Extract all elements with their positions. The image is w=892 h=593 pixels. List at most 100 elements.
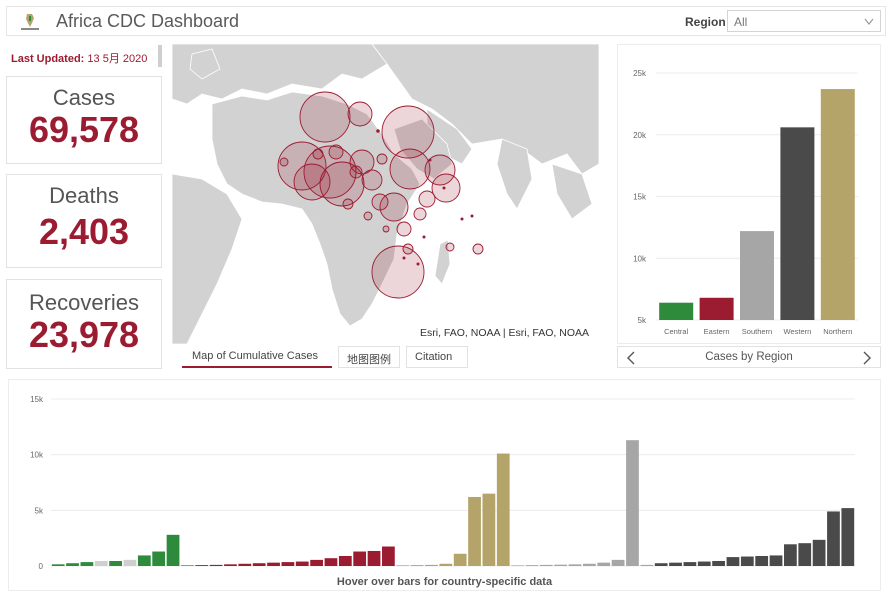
case-bubble: [342, 198, 354, 210]
country-bar[interactable]: [626, 440, 639, 566]
case-bubble: [299, 91, 351, 143]
case-dot: [402, 256, 406, 260]
country-bar[interactable]: [439, 563, 453, 566]
region-bar[interactable]: [699, 297, 734, 320]
country-bar[interactable]: [123, 559, 137, 566]
country-bar[interactable]: [697, 561, 711, 566]
country-bar[interactable]: [683, 562, 697, 566]
country-bar[interactable]: [740, 556, 754, 566]
case-bubble: [347, 101, 373, 127]
country-bar[interactable]: [425, 564, 438, 566]
chevron-left-icon[interactable]: [626, 351, 636, 365]
region-bar[interactable]: [659, 302, 694, 320]
case-bubble: [319, 161, 365, 207]
country-bar[interactable]: [166, 534, 180, 566]
country-bar[interactable]: [525, 565, 539, 566]
deaths-value: 2,403: [38, 211, 130, 252]
country-bar[interactable]: [238, 563, 252, 566]
cases-card: Cases 69,578: [6, 76, 162, 164]
country-bar[interactable]: [181, 565, 194, 566]
country-bar[interactable]: [654, 563, 668, 566]
country-bar[interactable]: [812, 539, 826, 566]
country-bar[interactable]: [554, 564, 568, 566]
country-bar-chart: 0 5k 10k 15k: [30, 395, 855, 571]
case-dot: [460, 217, 464, 221]
cases-map[interactable]: Esri, FAO, NOAA | Esri, FAO, NOAA: [172, 44, 599, 344]
country-bar[interactable]: [382, 546, 395, 566]
country-bar[interactable]: [338, 555, 352, 566]
country-bar[interactable]: [66, 563, 79, 566]
case-dot: [442, 186, 446, 190]
region-bar[interactable]: [740, 231, 774, 320]
country-bar[interactable]: [784, 544, 797, 566]
country-bar[interactable]: [51, 564, 65, 566]
country-bar[interactable]: [583, 563, 596, 566]
country-bar[interactable]: [396, 565, 410, 566]
region-bar-chart: 5k 10k 15k 20k 25k Central Eastern Southern West…: [633, 69, 858, 336]
case-bubble: [382, 225, 390, 233]
case-bubbles: [277, 91, 484, 299]
x-tick-label: Western: [784, 327, 812, 336]
recoveries-label: Recoveries: [28, 290, 140, 315]
country-bar[interactable]: [310, 559, 323, 566]
country-bar[interactable]: [482, 493, 496, 566]
x-tick-label: Central: [664, 327, 689, 336]
country-bar[interactable]: [669, 562, 682, 566]
country-bar[interactable]: [841, 508, 855, 566]
tab-map-of-cumulative-cases[interactable]: Map of Cumulative Cases: [182, 346, 332, 368]
region-bar[interactable]: [820, 89, 855, 321]
case-bubble: [279, 157, 289, 167]
tab-map-legend[interactable]: 地图图例: [338, 346, 400, 368]
case-bubble: [277, 141, 327, 191]
country-bar[interactable]: [137, 555, 151, 566]
y-tick-label: 20k: [633, 131, 647, 140]
country-bar[interactable]: [209, 564, 223, 566]
country-bar[interactable]: [539, 564, 553, 566]
region-select[interactable]: All: [727, 10, 881, 32]
country-chart-panel: 0 5k 10k 15k Hover over bars for country-sp…: [8, 379, 881, 591]
country-bar[interactable]: [496, 453, 510, 566]
country-bar[interactable]: [252, 563, 266, 566]
country-bar[interactable]: [827, 511, 840, 566]
case-bubble: [424, 154, 456, 186]
country-bar[interactable]: [267, 562, 280, 566]
country-bar[interactable]: [195, 565, 209, 566]
africa-cdc-logo-icon: [21, 14, 39, 30]
country-bar[interactable]: [511, 565, 524, 566]
country-bar[interactable]: [597, 562, 611, 566]
map-canvas[interactable]: [172, 44, 599, 344]
country-bar[interactable]: [453, 553, 467, 566]
region-chart-panel: 5k 10k 15k 20k 25k Central Eastern Southern West…: [617, 44, 881, 344]
country-bar[interactable]: [712, 560, 725, 566]
country-bar[interactable]: [94, 560, 108, 566]
country-bar[interactable]: [769, 555, 783, 566]
tab-citation[interactable]: Citation: [406, 346, 468, 368]
country-bar[interactable]: [224, 564, 237, 566]
region-bar[interactable]: [780, 127, 815, 320]
country-bar[interactable]: [324, 558, 338, 566]
x-tick-label: Northern: [823, 327, 852, 336]
case-bubble: [402, 243, 414, 255]
case-bubble: [431, 173, 461, 203]
country-bar[interactable]: [295, 561, 309, 566]
country-bar[interactable]: [726, 557, 740, 566]
country-bar[interactable]: [640, 564, 654, 566]
y-tick-label: 25k: [633, 69, 647, 78]
country-bar[interactable]: [353, 551, 367, 566]
country-bar[interactable]: [568, 564, 582, 566]
region-chart-nav: Cases by Region: [617, 346, 881, 368]
country-bar[interactable]: [798, 543, 812, 566]
map-attribution: Esri, FAO, NOAA | Esri, FAO, NOAA: [419, 327, 589, 339]
chevron-right-icon[interactable]: [862, 351, 872, 365]
country-bar[interactable]: [755, 555, 769, 566]
country-bar[interactable]: [367, 550, 381, 566]
country-bar[interactable]: [611, 559, 625, 566]
region-chart-title: Cases by Region: [705, 351, 793, 363]
country-bar[interactable]: [152, 551, 166, 566]
country-bar[interactable]: [109, 560, 122, 566]
country-bar[interactable]: [281, 562, 295, 566]
app-title: Africa CDC Dashboard: [56, 11, 240, 31]
country-bar[interactable]: [80, 562, 94, 566]
country-bar[interactable]: [410, 565, 424, 566]
country-bar[interactable]: [468, 496, 481, 566]
